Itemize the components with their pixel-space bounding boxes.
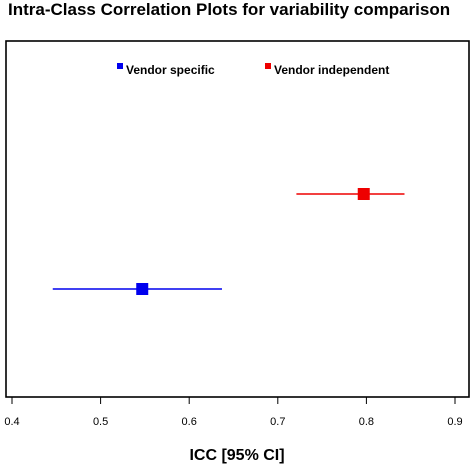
x-tick-label: 0.7 xyxy=(270,416,285,428)
icc-point xyxy=(136,283,149,295)
plot-frame xyxy=(5,40,470,398)
legend-swatch xyxy=(117,63,123,69)
chart-title: Intra-Class Correlation Plots for variab… xyxy=(8,0,451,19)
series-layer xyxy=(52,188,405,295)
x-tick-label: 0.5 xyxy=(93,416,108,428)
x-tick-label: 0.8 xyxy=(359,416,374,428)
x-axis-ticks: 0.4 0.5 0.6 0.7 0.8 0.9 xyxy=(4,397,463,428)
legend-swatch xyxy=(265,63,271,69)
x-tick-label: 0.9 xyxy=(447,416,462,428)
x-tick-label: 0.6 xyxy=(182,416,197,428)
icc-point xyxy=(357,188,370,200)
legend: Vendor specific Vendor independent xyxy=(117,63,389,77)
x-tick-label: 0.4 xyxy=(4,416,19,428)
legend-label: Vendor specific xyxy=(126,63,215,77)
legend-label: Vendor independent xyxy=(274,63,389,77)
x-axis-label: ICC [95% CI] xyxy=(189,447,285,464)
